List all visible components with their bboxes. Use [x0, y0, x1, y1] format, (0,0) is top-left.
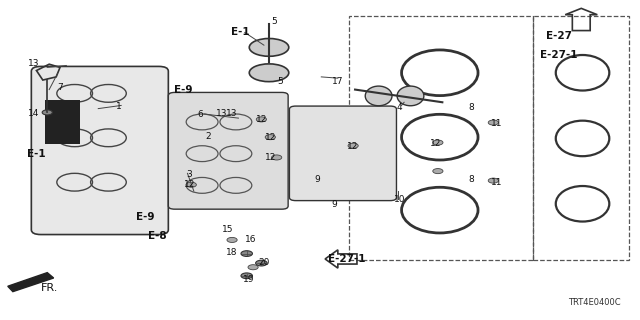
Text: 8: 8 [468, 103, 474, 112]
Ellipse shape [249, 38, 289, 56]
Circle shape [241, 273, 252, 279]
Text: 9: 9 [331, 200, 337, 209]
Text: 9: 9 [314, 174, 320, 184]
Text: 18: 18 [227, 248, 238, 257]
Text: 14: 14 [28, 108, 39, 117]
Circle shape [488, 178, 499, 183]
Text: 19: 19 [243, 276, 254, 284]
Text: 6: 6 [197, 109, 203, 118]
Text: 13: 13 [216, 108, 227, 117]
Text: 13: 13 [227, 108, 238, 117]
Text: E-9: E-9 [173, 85, 192, 95]
Text: 7: 7 [57, 83, 63, 92]
Text: 12: 12 [264, 153, 276, 162]
Bar [534, 16, 629, 260]
Text: 11: 11 [492, 178, 503, 187]
Text: 13: 13 [28, 59, 39, 68]
Text: 10: 10 [394, 195, 405, 204]
Circle shape [271, 155, 282, 160]
Polygon shape [8, 273, 54, 292]
Text: 5: 5 [271, 17, 277, 26]
Text: FR.: FR. [40, 284, 58, 293]
Text: 12: 12 [256, 115, 267, 124]
Text: E-9: E-9 [136, 212, 154, 222]
Text: 17: 17 [332, 77, 344, 86]
Bar [45, 100, 80, 144]
Circle shape [241, 251, 252, 256]
Text: 1: 1 [116, 101, 122, 111]
Ellipse shape [249, 64, 289, 82]
Text: 5: 5 [278, 77, 284, 86]
Circle shape [186, 182, 196, 187]
Bar [349, 16, 534, 260]
Text: TRT4E0400C: TRT4E0400C [568, 298, 621, 307]
Text: E-8: E-8 [148, 231, 167, 241]
FancyBboxPatch shape [168, 92, 288, 209]
Circle shape [433, 169, 443, 174]
Text: 12: 12 [430, 139, 442, 148]
Text: E-1: E-1 [231, 27, 250, 36]
FancyBboxPatch shape [289, 106, 396, 201]
Circle shape [227, 237, 237, 243]
Circle shape [255, 260, 267, 266]
Circle shape [248, 265, 258, 270]
FancyBboxPatch shape [31, 67, 168, 235]
Text: 4: 4 [397, 103, 403, 112]
Ellipse shape [397, 86, 424, 106]
Text: 2: 2 [205, 132, 211, 141]
Circle shape [433, 140, 443, 145]
Text: 12: 12 [184, 180, 195, 189]
Ellipse shape [365, 86, 392, 106]
Circle shape [256, 117, 266, 122]
Circle shape [488, 120, 499, 125]
Text: 12: 12 [348, 142, 359, 151]
Circle shape [42, 110, 52, 115]
Text: 11: 11 [492, 119, 503, 128]
Text: 8: 8 [468, 174, 474, 184]
Text: 15: 15 [222, 225, 234, 234]
Text: E-1: E-1 [27, 149, 45, 159]
Text: 3: 3 [186, 170, 192, 179]
Circle shape [348, 143, 358, 148]
Circle shape [265, 135, 275, 140]
Text: 20: 20 [258, 258, 269, 267]
Text: 16: 16 [245, 236, 257, 244]
Text: 12: 12 [264, 133, 276, 142]
Text: E-27-1: E-27-1 [328, 254, 365, 264]
Text: E-27-1: E-27-1 [540, 50, 578, 60]
Text: E-27: E-27 [546, 31, 572, 41]
